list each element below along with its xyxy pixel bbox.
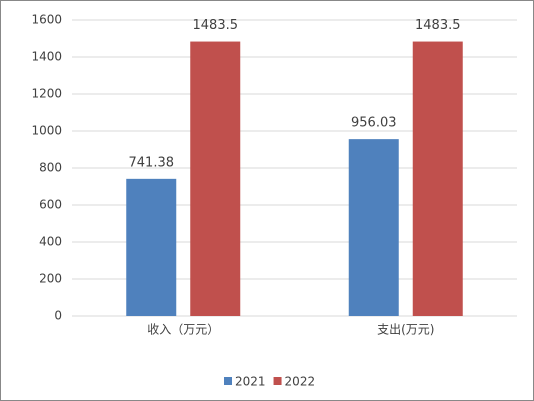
y-tick-label: 200 [39,272,62,286]
y-tick-label: 0 [54,309,62,323]
value-label: 956.03 [351,116,397,131]
y-tick-label: 1400 [31,50,62,64]
y-tick-label: 1600 [31,13,62,27]
legend-swatch [224,377,232,385]
legend-label: 2022 [285,375,316,389]
x-tick-label: 收入（万元） [147,323,219,337]
bar [126,178,177,316]
legend-label: 2021 [235,375,266,389]
y-tick-label: 800 [39,161,62,175]
x-tick-label: 支出(万元) [377,323,434,337]
y-tick-label: 400 [39,235,62,249]
bar [348,139,399,316]
y-tick-label: 600 [39,198,62,212]
value-label: 1483.5 [415,18,461,33]
bar [190,41,241,317]
value-label: 1483.5 [193,18,239,33]
y-tick-label: 1000 [31,124,62,138]
bar [412,41,463,317]
y-tick-label: 1200 [31,87,62,101]
value-label: 741.38 [129,155,175,170]
legend-swatch [273,377,282,385]
